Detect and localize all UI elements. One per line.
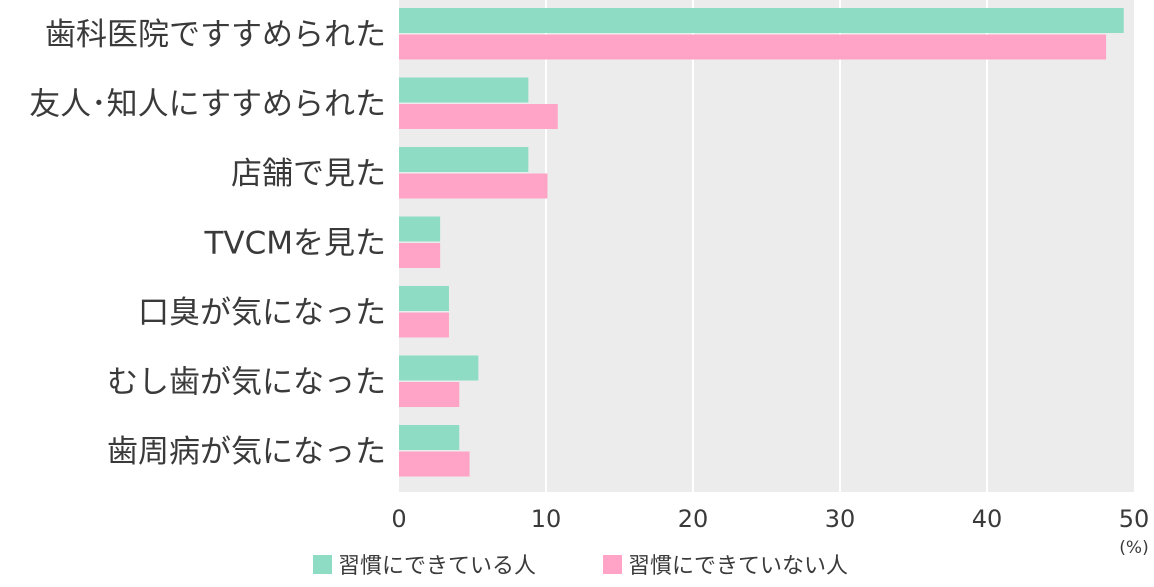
category-label: 歯科医院ですすめられた [45,17,386,53]
bar-no-habit [399,243,441,268]
x-tick-label: 20 [678,505,709,533]
plot-background [399,0,1134,492]
bar-habit [399,216,441,242]
gridlines [545,0,988,492]
x-tick-label: 50 [1119,505,1150,533]
legend-swatch-habit [313,555,332,574]
category-label: 友人･知人にすすめられた [29,87,386,123]
bar-habit [399,286,449,311]
bar-habit [399,77,529,103]
category-label: TVCMを見た [203,226,386,262]
bar-habit [399,8,1124,33]
bar-no-habit [399,34,1107,60]
legend-label-habit: 習慣にできている人 [338,554,536,579]
x-tick-labels: 0 10 20 30 40 50 [391,505,1149,533]
bar-no-habit [399,312,449,338]
legend: 習慣にできている人 習慣にできていない人 [313,554,848,579]
bar-no-habit [399,382,460,407]
bar-no-habit [399,451,470,477]
bar-habit [399,425,460,450]
x-tick-label: 30 [825,505,856,533]
legend-label-no-habit: 習慣にできていない人 [628,554,848,579]
category-label: 口臭が気になった [138,295,386,331]
category-label: 歯周病が気になった [107,434,386,470]
x-tick-label: 40 [972,505,1003,533]
x-tick-label: 10 [531,505,562,533]
category-label: むし歯が気になった [107,365,386,401]
bar-habit [399,147,529,172]
category-label: 店舗で見た [231,156,386,192]
bar-habit [399,355,479,381]
legend-swatch-no-habit [603,555,622,574]
bar-no-habit [399,173,548,199]
bars [399,8,1124,477]
bar-no-habit [399,104,558,129]
x-tick-label: 0 [391,505,406,533]
unit-label: (%) [1119,538,1148,558]
